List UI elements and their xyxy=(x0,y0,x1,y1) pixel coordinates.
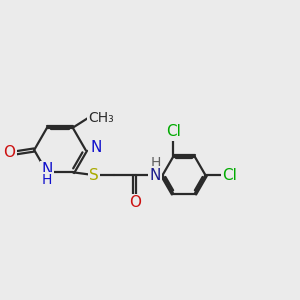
Text: Cl: Cl xyxy=(166,124,181,140)
Text: H: H xyxy=(150,156,161,170)
Text: N: N xyxy=(150,168,161,183)
Text: Cl: Cl xyxy=(223,168,238,183)
Text: O: O xyxy=(129,195,141,210)
Text: N: N xyxy=(91,140,102,155)
Text: CH₃: CH₃ xyxy=(88,111,114,125)
Text: N: N xyxy=(41,163,53,178)
Text: H: H xyxy=(42,173,52,187)
Text: O: O xyxy=(4,146,16,160)
Text: S: S xyxy=(89,168,99,183)
